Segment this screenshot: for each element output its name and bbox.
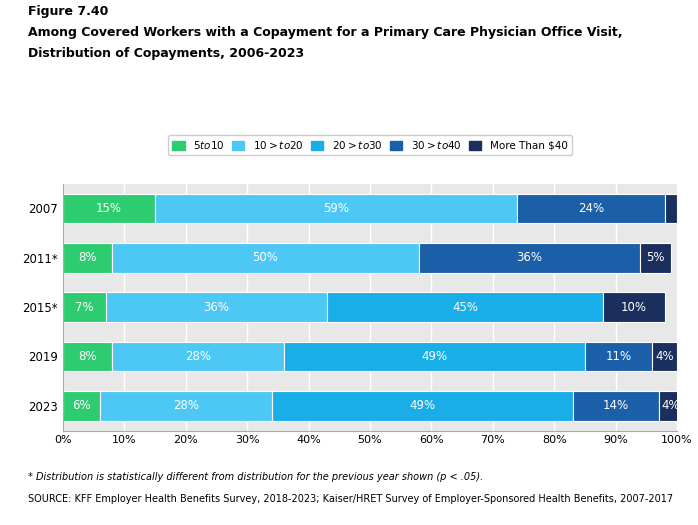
Text: 49%: 49% <box>409 400 436 412</box>
Bar <box>603 292 664 322</box>
Text: 49%: 49% <box>422 350 447 363</box>
Text: 10%: 10% <box>621 301 647 313</box>
Text: 4%: 4% <box>655 350 674 363</box>
Bar <box>63 194 155 223</box>
Bar <box>659 391 683 421</box>
Bar <box>63 391 100 421</box>
Text: 8%: 8% <box>78 350 96 363</box>
Bar <box>653 342 677 371</box>
Bar <box>419 243 640 272</box>
Bar <box>640 243 671 272</box>
Bar <box>327 292 603 322</box>
Bar <box>155 194 517 223</box>
Text: 28%: 28% <box>185 350 211 363</box>
Text: 36%: 36% <box>517 251 542 264</box>
Text: 11%: 11% <box>606 350 632 363</box>
Bar <box>63 243 112 272</box>
Text: 50%: 50% <box>253 251 279 264</box>
Text: 8%: 8% <box>78 251 96 264</box>
Bar <box>100 391 272 421</box>
Bar <box>517 194 664 223</box>
Bar <box>272 391 572 421</box>
Text: 14%: 14% <box>602 400 629 412</box>
Bar <box>106 292 327 322</box>
Text: 36%: 36% <box>203 301 230 313</box>
Bar <box>112 342 284 371</box>
Bar <box>63 342 112 371</box>
Text: 7%: 7% <box>75 301 94 313</box>
Text: 28%: 28% <box>172 400 199 412</box>
Text: 6%: 6% <box>72 400 91 412</box>
Text: 59%: 59% <box>323 202 349 215</box>
Bar <box>284 342 585 371</box>
Text: 15%: 15% <box>96 202 122 215</box>
Text: Among Covered Workers with a Copayment for a Primary Care Physician Office Visit: Among Covered Workers with a Copayment f… <box>28 26 623 39</box>
Text: 24%: 24% <box>578 202 604 215</box>
Text: Distribution of Copayments, 2006-2023: Distribution of Copayments, 2006-2023 <box>28 47 304 60</box>
Bar <box>112 243 419 272</box>
Text: * Distribution is statistically different from distribution for the previous yea: * Distribution is statistically differen… <box>28 472 483 482</box>
Text: 4%: 4% <box>662 400 681 412</box>
Bar <box>585 342 653 371</box>
Text: 45%: 45% <box>452 301 478 313</box>
Text: Figure 7.40: Figure 7.40 <box>28 5 108 18</box>
Text: 5%: 5% <box>646 251 664 264</box>
Text: SOURCE: KFF Employer Health Benefits Survey, 2018-2023; Kaiser/HRET Survey of Em: SOURCE: KFF Employer Health Benefits Sur… <box>28 494 673 503</box>
Bar <box>664 194 677 223</box>
Legend: $5 to $10, $10> to $20, $20> to $30, $30> to $40, More Than $40: $5 to $10, $10> to $20, $20> to $30, $30… <box>168 135 572 155</box>
Bar <box>63 292 106 322</box>
Bar <box>572 391 659 421</box>
